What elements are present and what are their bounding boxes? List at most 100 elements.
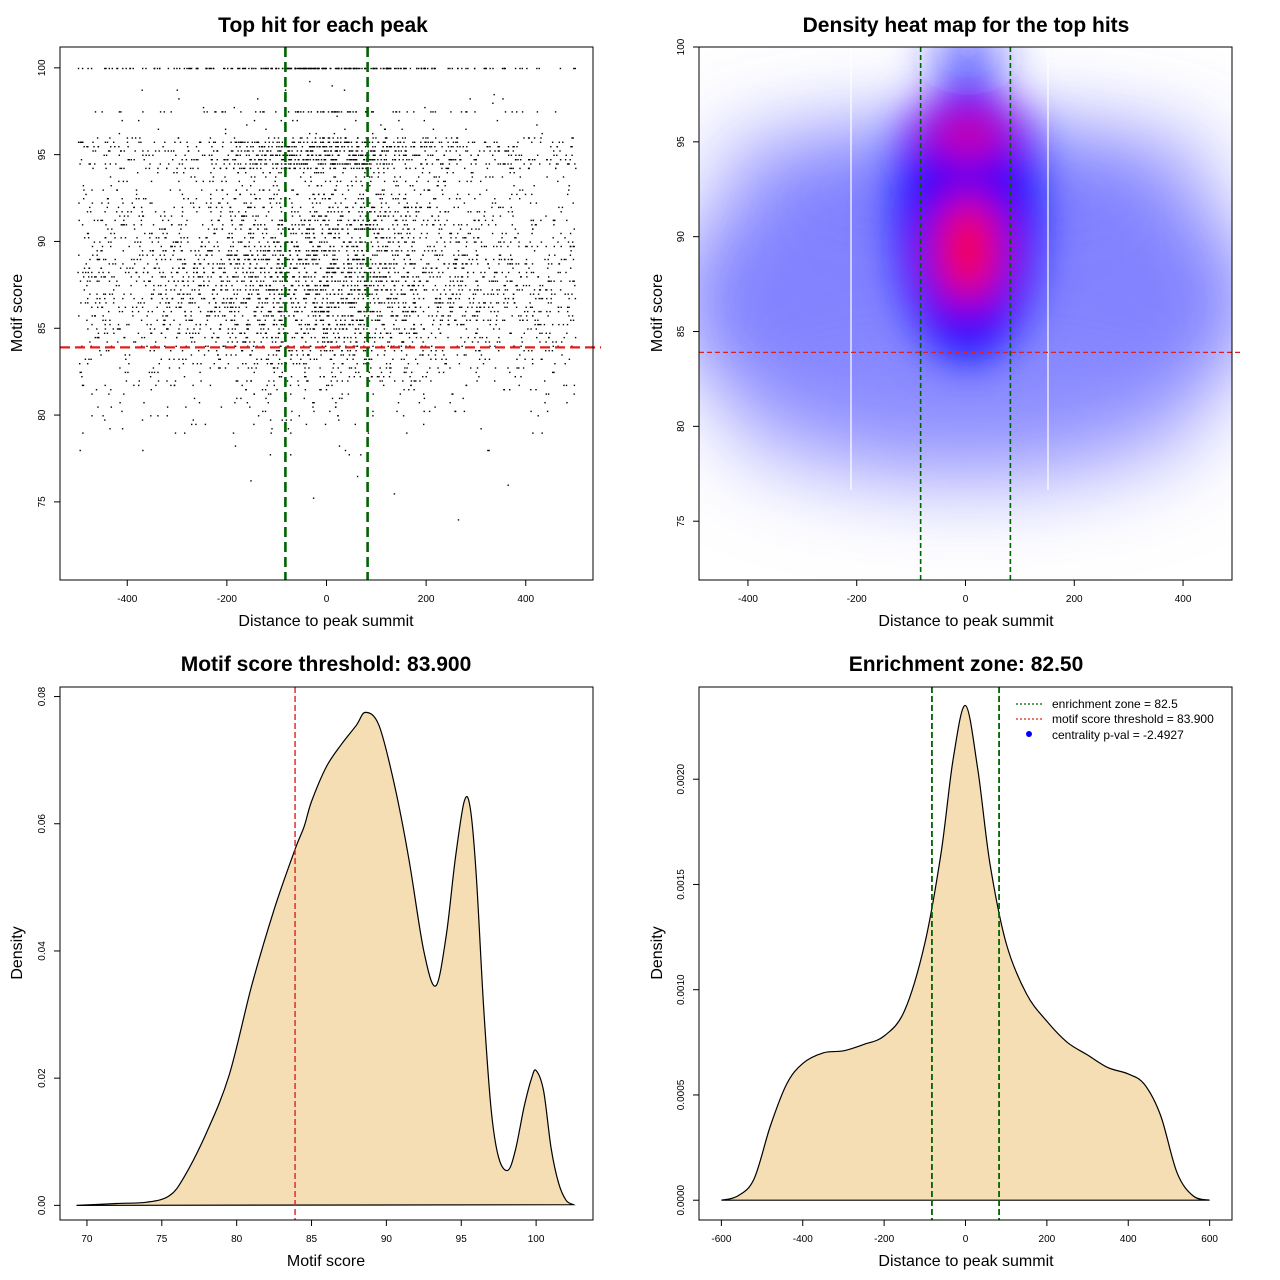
scatter-point — [412, 310, 415, 313]
scatter-point — [366, 224, 369, 226]
scatter-point — [553, 280, 555, 282]
scatter-point — [502, 163, 504, 165]
scatter-point — [298, 159, 300, 161]
scatter-point — [94, 336, 96, 339]
scatter-point — [318, 258, 321, 261]
scatter-point — [383, 150, 386, 152]
scatter-point — [383, 250, 386, 252]
scatter-point — [117, 341, 119, 343]
scatter-point — [343, 67, 346, 70]
scatter-point — [338, 397, 341, 400]
scatter-point — [246, 124, 248, 126]
scatter-point — [295, 297, 297, 300]
scatter-point — [428, 189, 430, 191]
scatter-point — [322, 341, 324, 343]
scatter-point — [142, 67, 144, 70]
scatter-point — [270, 315, 273, 317]
scatter-point — [278, 376, 281, 378]
scatter-point — [326, 276, 329, 278]
scatter-point — [237, 380, 239, 382]
scatter-point — [80, 302, 82, 304]
scatter-point — [318, 154, 320, 156]
scatter-point — [291, 241, 293, 243]
scatter-point — [160, 245, 162, 248]
scatter-point — [355, 180, 357, 183]
scatter-point — [101, 306, 103, 308]
scatter-point — [183, 267, 185, 269]
scatter-point — [461, 67, 463, 70]
scatter-point — [254, 258, 257, 261]
scatter-point — [571, 146, 573, 148]
scatter-point — [143, 402, 145, 404]
scatter-point — [180, 306, 182, 308]
scatter-point — [213, 67, 215, 70]
scatter-point — [214, 141, 216, 143]
scatter-point — [391, 280, 393, 282]
scatter-point — [531, 358, 534, 360]
scatter-point — [355, 302, 357, 304]
scatter-point — [447, 167, 450, 170]
scatter-point — [546, 159, 548, 161]
scatter-point — [184, 315, 187, 317]
scatter-point — [272, 280, 275, 282]
scatter-point — [390, 289, 392, 291]
scatter-point — [208, 241, 210, 243]
scatter-point — [199, 371, 201, 374]
scatter-point — [250, 206, 252, 209]
scatter-point — [343, 150, 345, 152]
scatter-point — [268, 189, 271, 191]
scatter-point — [219, 358, 221, 360]
scatter-point — [78, 315, 80, 317]
scatter-point — [222, 315, 224, 317]
scatter-point — [282, 267, 285, 269]
scatter-point — [362, 167, 364, 170]
scatter-point — [288, 350, 290, 352]
scatter-point — [275, 163, 277, 165]
scatter-point — [481, 224, 483, 226]
scatter-point — [275, 280, 277, 282]
scatter-point — [210, 211, 212, 213]
scatter-point — [393, 167, 395, 170]
scatter-point — [280, 376, 283, 378]
scatter-point — [154, 211, 157, 213]
scatter-point — [423, 423, 425, 426]
scatter-point — [106, 206, 108, 209]
scatter-point — [125, 358, 127, 360]
scatter-point — [113, 276, 115, 278]
scatter-point — [497, 150, 500, 152]
scatter-point — [297, 111, 300, 113]
scatter-point — [294, 167, 296, 170]
scatter-point — [449, 241, 452, 243]
scatter-point — [435, 315, 438, 317]
scatter-point — [561, 206, 564, 209]
scatter-point — [451, 159, 453, 161]
scatter-point — [469, 302, 471, 304]
scatter-point — [423, 271, 425, 274]
scatter-point — [256, 250, 259, 252]
scatter-point — [321, 198, 324, 200]
scatter-point — [267, 315, 269, 317]
scatter-point — [293, 146, 295, 148]
scatter-point — [304, 306, 306, 308]
scatter-point — [278, 241, 280, 243]
scatter-point — [276, 146, 278, 148]
scatter-point — [152, 254, 154, 256]
scatter-point — [134, 241, 136, 243]
scatter-point — [525, 315, 528, 317]
scatter-point — [376, 193, 378, 196]
scatter-point — [142, 271, 145, 274]
scatter-point — [256, 358, 258, 360]
scatter-point — [90, 67, 93, 70]
scatter-point — [398, 159, 400, 161]
scatter-point — [337, 302, 340, 304]
scatter-point — [401, 319, 403, 321]
scatter-point — [294, 310, 296, 313]
scatter-point — [498, 350, 500, 352]
scatter-point — [274, 237, 276, 239]
scatter-point — [181, 215, 183, 217]
scatter-point — [207, 250, 209, 252]
scatter-point — [278, 150, 281, 152]
scatter-point — [230, 254, 232, 256]
scatter-point — [275, 336, 277, 339]
scatter-point — [394, 289, 396, 291]
